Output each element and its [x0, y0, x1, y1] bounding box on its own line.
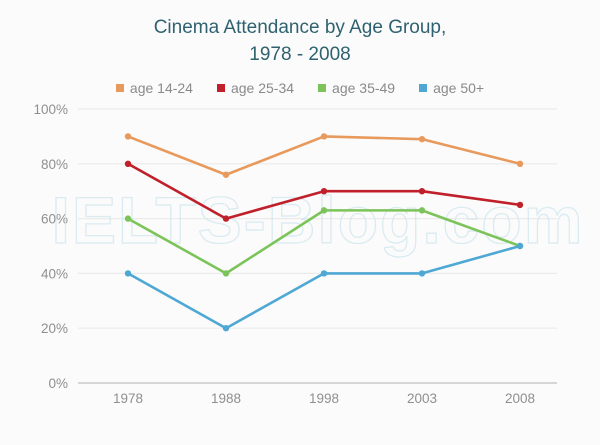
series-age-14-24: [124, 133, 524, 178]
data-point: [320, 207, 328, 214]
x-tick-label: 2003: [407, 391, 437, 406]
x-tick-label: 2008: [505, 391, 535, 406]
y-tick-label: 20%: [41, 321, 68, 336]
y-tick-label: 100%: [33, 102, 68, 117]
legend-swatch: [216, 84, 225, 92]
data-point: [124, 270, 132, 277]
y-tick-label: 0%: [48, 376, 68, 391]
data-point: [516, 201, 524, 209]
legend-label: age 35-49: [332, 80, 396, 96]
data-point: [516, 242, 524, 250]
legend-swatch: [115, 84, 124, 92]
watermark: IELTS-Blog.com: [52, 183, 585, 257]
series-age-50-plus: [124, 242, 524, 332]
legend-swatch: [318, 84, 327, 92]
data-point: [320, 270, 328, 277]
data-point: [320, 133, 328, 140]
data-point: [222, 325, 230, 332]
legend-label: age 50+: [433, 80, 485, 96]
y-tick-label: 40%: [41, 266, 68, 281]
chart-title: Cinema Attendance by Age Group, 1978 - 2…: [0, 14, 600, 68]
y-axis-ticks: 0% 20% 40% 60% 80% 100%: [33, 102, 68, 391]
series-line: [126, 135, 522, 177]
legend-label: age 14-24: [129, 80, 193, 96]
data-point: [516, 160, 524, 167]
legend-item-age-14-24[interactable]: age 14-24: [115, 80, 193, 96]
chart-subtitle: 1978 - 2008: [249, 44, 351, 65]
x-axis-ticks: 1978 1988 1998 2003 2008: [113, 391, 535, 406]
legend-swatch: [419, 84, 428, 92]
y-tick-label: 60%: [41, 212, 68, 227]
series-lines: [124, 133, 524, 332]
chart-title-line1: Cinema Attendance by Age Group,: [153, 17, 447, 38]
series-line: [126, 244, 522, 330]
x-tick-label: 1978: [113, 391, 143, 406]
x-tick-label: 1988: [211, 391, 241, 406]
data-point: [124, 215, 132, 222]
legend: age 14-24 age 25-34 age 35-49 age 50+: [0, 80, 600, 96]
legend-item-age-25-34[interactable]: age 25-34: [216, 80, 295, 96]
data-point: [418, 188, 426, 195]
data-point: [222, 215, 230, 222]
x-tick-label: 1998: [309, 391, 339, 406]
data-point: [222, 270, 230, 277]
legend-item-age-50-plus[interactable]: age 50+: [419, 80, 484, 96]
data-point: [124, 160, 132, 167]
gridlines: [78, 108, 557, 384]
data-point: [320, 188, 328, 195]
legend-item-age-35-49[interactable]: age 35-49: [318, 80, 395, 96]
data-point: [418, 207, 426, 214]
y-tick-label: 80%: [41, 157, 68, 172]
data-point: [418, 270, 426, 277]
data-point: [418, 135, 426, 143]
legend-label: age 25-34: [230, 80, 295, 96]
series-age-25-34: [124, 160, 524, 222]
data-point: [124, 133, 132, 140]
data-point: [222, 171, 230, 178]
